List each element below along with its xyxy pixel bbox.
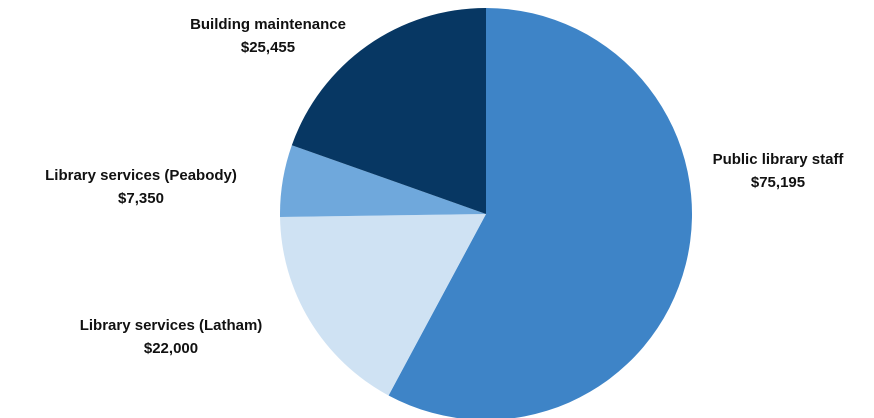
slice-name: Library services (Latham)	[80, 317, 263, 334]
pie-slice-library-services-peabody	[279, 145, 486, 218]
slice-name: Public library staff	[713, 151, 845, 168]
slice-value: $25,455	[241, 39, 295, 56]
slice-label-building-maintenance: Building maintenance $25,455	[190, 16, 346, 56]
pie-slice-library-services-latham	[280, 214, 486, 396]
pie-slices	[279, 8, 692, 418]
slice-value: $22,000	[144, 340, 198, 357]
pie-slice-building-maintenance	[291, 8, 486, 214]
slice-value: $75,195	[751, 174, 805, 191]
slice-label-public-library-staff: Public library staff $75,195	[713, 151, 845, 191]
pie-slice-public-library-staff	[388, 8, 692, 418]
slice-label-library-services-peabody: Library services (Peabody) $7,350	[45, 167, 237, 207]
slice-value: $7,350	[118, 190, 164, 207]
slice-label-library-services-latham: Library services (Latham) $22,000	[80, 317, 263, 357]
slice-name: Building maintenance	[190, 16, 346, 33]
slice-name: Library services (Peabody)	[45, 167, 237, 184]
